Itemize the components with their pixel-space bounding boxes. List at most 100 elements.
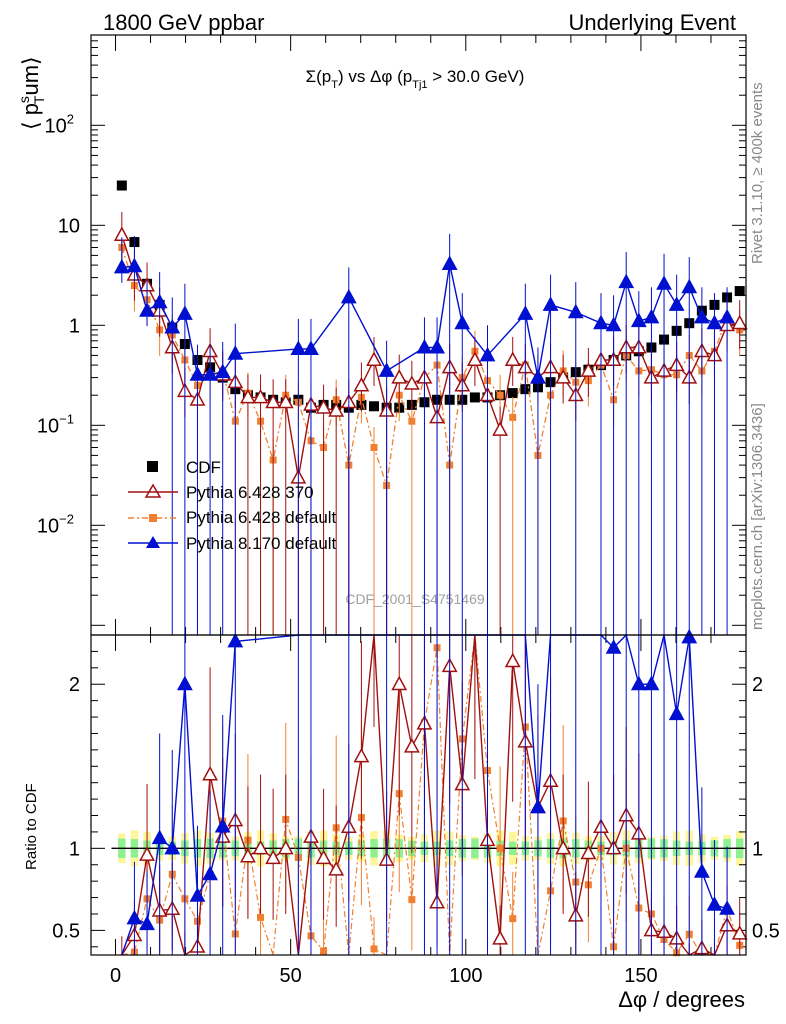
ratio-p8-point (139, 915, 155, 931)
ratio-p8-point (214, 817, 231, 833)
ratio-p6-370-point (391, 675, 408, 691)
p8-line (121, 263, 728, 378)
title-sub-2: Tj1 (412, 79, 427, 91)
p8-point (643, 308, 660, 324)
ratio-ylabel: Ratio to CDF (23, 783, 40, 870)
p8-point (517, 305, 534, 320)
legend-label-p8: Pythia 8.170 default (186, 534, 337, 553)
cdf-point (369, 401, 380, 412)
tick-exponent: 2 (67, 111, 74, 126)
main-ylabel: ⟨ psTum⟩ (16, 56, 47, 130)
ratio-frame (90, 634, 747, 956)
p8-point (214, 363, 231, 379)
ratio-p6-370-point (252, 839, 269, 855)
ratio-p6-default-point (370, 945, 378, 953)
ratio-p8-point (643, 675, 660, 691)
ratio-p8-point (151, 829, 168, 845)
p6-370-point (492, 421, 509, 436)
ratio-p6-default-point (496, 844, 504, 852)
legend-label-cdf: CDF (186, 458, 221, 477)
p8-point (454, 314, 471, 330)
p6-370-point (315, 399, 332, 414)
p8-point (151, 293, 168, 309)
ratio-p6-370-point (328, 861, 345, 876)
x-tick-label: 50 (280, 965, 302, 987)
legend: CDF Pythia 6.428 370 Pythia 6.428 defaul… (128, 458, 337, 553)
p6-default-point (408, 417, 416, 425)
ratio-p6-370-point (277, 839, 294, 855)
p6-370-point (265, 393, 282, 409)
p6-370-point (328, 402, 345, 417)
ratio-y-tick-label-left: 1 (69, 838, 80, 860)
mcplots-label: mcplots.cern.ch [arXiv:1306.3436] (749, 403, 766, 630)
tick-exponent: −1 (59, 411, 74, 426)
ratio-p6-default-point (509, 915, 517, 923)
ratio-p8-point (202, 865, 219, 881)
p8-point (340, 288, 357, 304)
p6-default-point (370, 443, 378, 451)
legend-label-p6-default: Pythia 6.428 default (186, 508, 337, 527)
ratio-y-tick-label-right: 1 (752, 838, 763, 860)
p8-point (630, 312, 647, 328)
p8-point (202, 366, 219, 381)
p6-370-point (252, 388, 269, 404)
ratio-p6-default-point (408, 896, 416, 904)
p8-point (416, 338, 433, 354)
ratio-p6-370-point (353, 747, 370, 763)
ratio-p6-370-point (555, 839, 572, 855)
x-axis-label: Δφ / degrees (618, 987, 745, 1012)
x-tick-label: 150 (624, 965, 657, 987)
p6-default-point (496, 391, 504, 399)
ratio-p8-point (605, 639, 622, 654)
legend-label-p6-370: Pythia 6.428 370 (186, 483, 314, 502)
p8-point (126, 257, 143, 273)
x-tick-label: 100 (449, 965, 482, 987)
p8-point (618, 273, 635, 289)
p6-370-point (366, 351, 382, 366)
p6-370-point (504, 351, 521, 366)
p8-point (429, 338, 445, 354)
p8-point (681, 278, 698, 294)
ratio-panel: 0 50 100 150 0.5 0.5 1 1 2 2 (52, 628, 780, 987)
ratio-p6-370-point (492, 930, 509, 945)
rivet-label: Rivet 3.1.10, ≥ 400k events (749, 82, 766, 264)
legend-marker-cdf (147, 461, 158, 472)
ratio-p8-point (681, 628, 698, 644)
p8-point (189, 366, 206, 381)
p8-point (593, 314, 609, 330)
p8-point (479, 346, 496, 362)
p6-370-point (391, 369, 408, 384)
ratio-p8-point (719, 900, 735, 915)
ratio-p6-default-point (257, 913, 265, 921)
main-y-tick-label: 10−1 (37, 411, 74, 437)
p6-370-point (555, 369, 572, 384)
ratio-y-tick-label-left: 0.5 (52, 920, 80, 942)
ratio-p8-point (189, 887, 206, 902)
ratio-p6-370-point (240, 847, 256, 863)
p8-point (441, 255, 458, 271)
p8-point (378, 362, 395, 377)
ratio-p6-370-point (403, 738, 420, 753)
tick-exponent: −2 (59, 511, 74, 526)
legend-marker-p6-default (149, 514, 157, 522)
ratio-p6-370-point (580, 844, 597, 860)
ratio-p6-default-point (320, 947, 328, 955)
main-y-tick-label: 10−2 (37, 511, 74, 537)
p6-370-point (580, 362, 597, 377)
ratio-p8-point (126, 909, 143, 925)
ratio-p6-370-point (202, 765, 219, 781)
p8-point (139, 302, 155, 317)
p8-point (164, 318, 181, 334)
p8-point (719, 308, 735, 324)
ratio-p8-point (630, 675, 647, 691)
legend-marker-p6-370 (144, 483, 162, 498)
ratio-p8-point (668, 705, 685, 721)
main-y-tick-label: 10 (58, 215, 80, 237)
p8-point (227, 345, 244, 360)
ratio-p6-370-point (731, 925, 748, 940)
tick-base: 10 (37, 415, 59, 437)
ratio-y-tick-label-right: 0.5 (752, 920, 780, 942)
ratio-p8-point (227, 632, 244, 648)
